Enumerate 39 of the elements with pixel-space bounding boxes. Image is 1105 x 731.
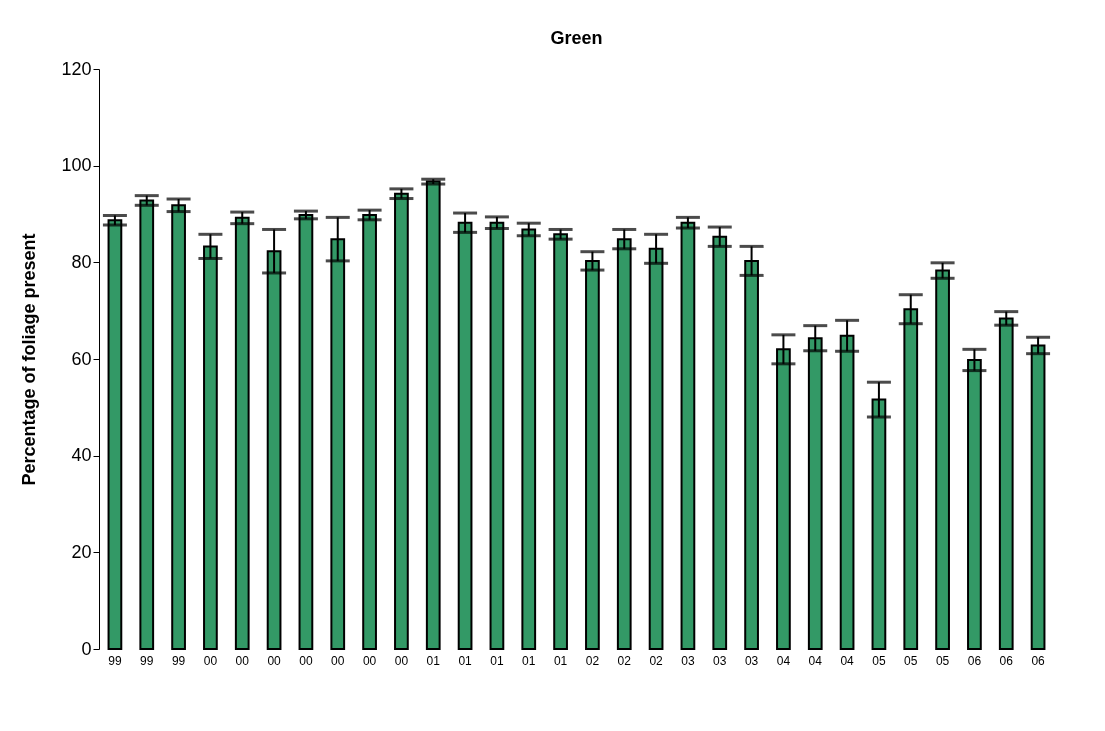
x-tick-label: 00 <box>299 653 313 668</box>
x-tick-label: 00 <box>267 653 282 668</box>
x-tick-label: 04 <box>776 653 791 668</box>
x-tick-label: 00 <box>235 653 250 668</box>
x-tick-label: 04 <box>808 653 823 668</box>
x-tick-label: 06 <box>1031 653 1046 668</box>
x-tick-label: 02 <box>649 653 664 668</box>
x-tick-label: 00 <box>394 653 409 668</box>
x-tick-label: 05 <box>872 653 886 668</box>
x-tick-label: 00 <box>331 653 345 668</box>
x-tick-label: 99 <box>140 653 154 668</box>
y-tick-label: 40 <box>71 445 92 466</box>
x-tick-label: 05 <box>935 653 950 668</box>
x-tick-label: 01 <box>553 653 568 668</box>
y-axis-title: Percentage of foliage present <box>19 233 40 486</box>
x-tick-label: 03 <box>744 653 759 668</box>
x-tick-label: 01 <box>426 653 441 668</box>
x-tick-label: 05 <box>904 653 918 668</box>
x-tick-label: 01 <box>522 653 536 668</box>
x-tick-label: 99 <box>108 653 122 668</box>
y-tick-label: 0 <box>81 638 92 659</box>
x-tick-label: 01 <box>490 653 504 668</box>
x-tick-label: 00 <box>362 653 377 668</box>
x-tick-label: 03 <box>713 653 727 668</box>
x-tick-label: 00 <box>203 653 218 668</box>
x-tick-label: 06 <box>999 653 1014 668</box>
y-tick-label: 120 <box>61 58 92 79</box>
x-tick-label: 99 <box>171 653 186 668</box>
x-tick-label: 02 <box>617 653 632 668</box>
y-tick-label: 100 <box>61 155 92 176</box>
y-tick-label: 20 <box>71 541 92 562</box>
y-tick-label: 80 <box>71 251 92 272</box>
chart-title: Green <box>550 28 603 48</box>
x-tick-label: 02 <box>585 653 600 668</box>
x-tick-label: 04 <box>840 653 855 668</box>
x-tick-label: 06 <box>967 653 982 668</box>
x-tick-label: 01 <box>458 653 473 668</box>
y-tick-label: 60 <box>71 348 92 369</box>
x-tick-label: 03 <box>681 653 695 668</box>
